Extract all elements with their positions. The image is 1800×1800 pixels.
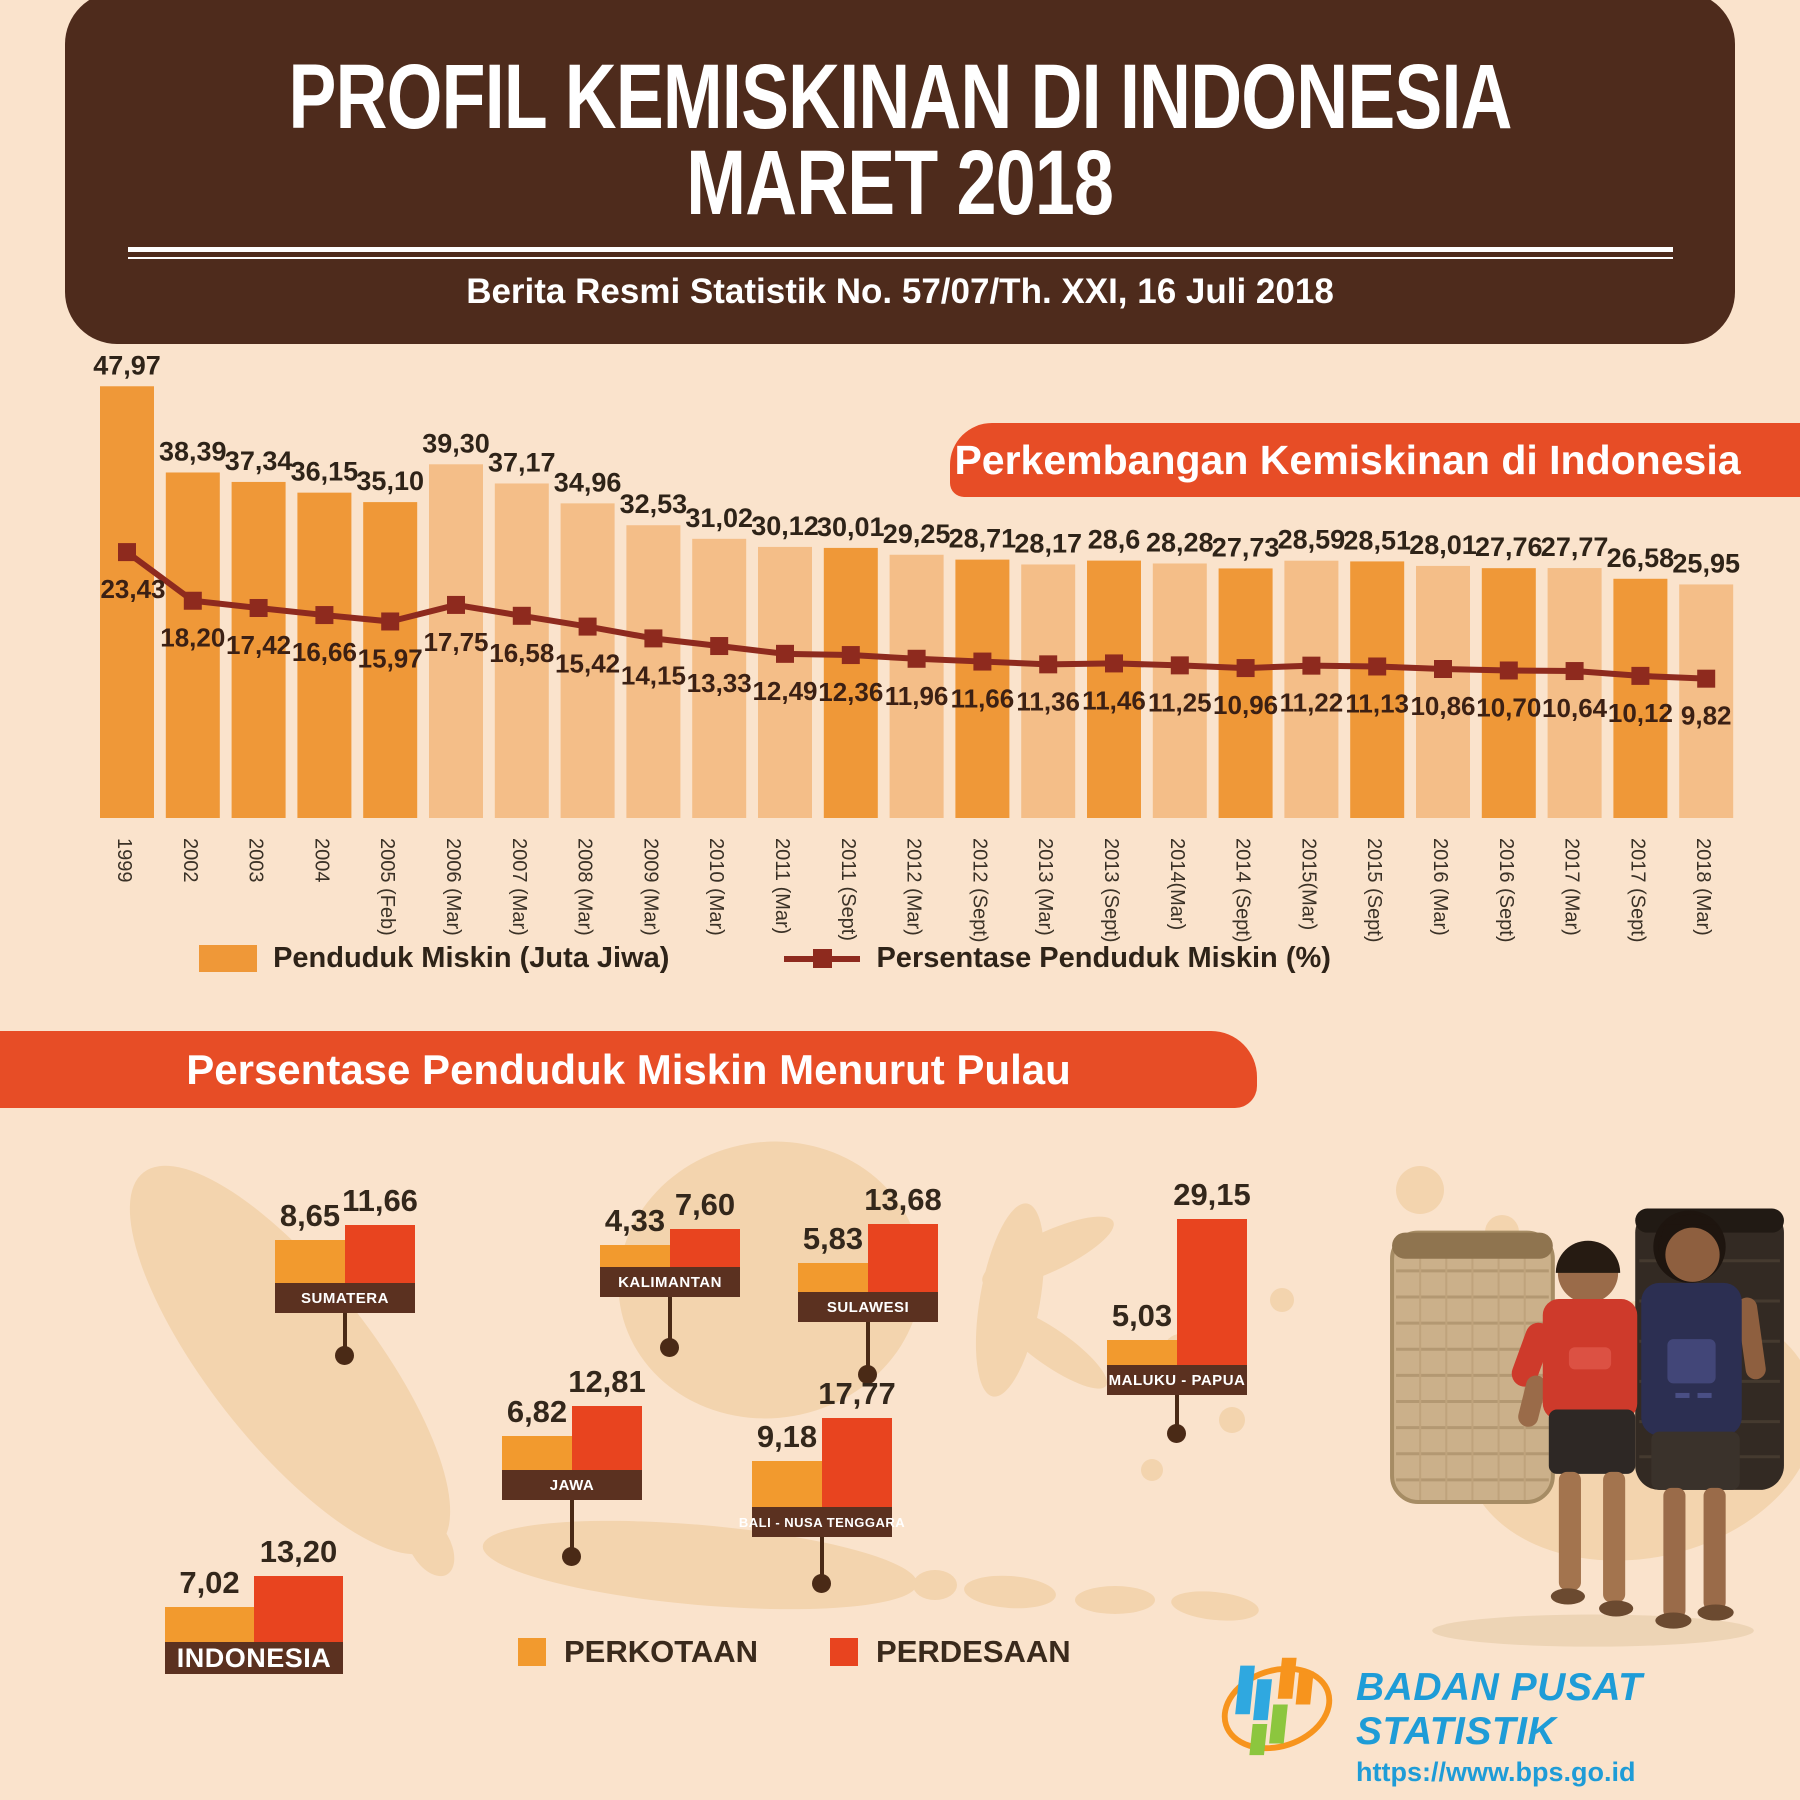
page-title: PROFIL KEMISKINAN DI INDONESIA MARET 201… [65, 46, 1735, 235]
island-pointer-dot [562, 1547, 581, 1566]
island-legend-urban-item: PERKOTAAN [518, 1634, 758, 1670]
island-bar-urban [798, 1262, 868, 1292]
island-pointer-stem [1175, 1395, 1179, 1427]
trend-section-banner: Perkembangan Kemiskinan di Indonesia [950, 423, 1800, 497]
island-bar-urban [600, 1245, 670, 1267]
island-value-urban: 6,82 [506, 1393, 568, 1429]
island-pointer-dot [812, 1574, 831, 1593]
island-bar-urban [165, 1606, 254, 1642]
trend-legend-line-label: Persentase Penduduk Miskin (%) [876, 942, 1331, 974]
children-photo [1390, 1208, 1784, 1647]
island-label: SUMATERA [275, 1283, 415, 1313]
island-label: SULAWESI [798, 1292, 938, 1322]
island-value-rural: 29,15 [1173, 1177, 1251, 1213]
island-bar-rural [254, 1576, 343, 1642]
island-label: JAWA [502, 1470, 642, 1500]
island-pointer-stem [668, 1297, 672, 1341]
island-value-rural: 7,60 [674, 1187, 736, 1222]
island-legend-rural-label: PERDESAAN [876, 1634, 1071, 1669]
trend-legend-line-item: Persentase Penduduk Miskin (%) [784, 942, 1331, 975]
island-pointer-stem [343, 1313, 347, 1349]
bps-logo-icon [1221, 1657, 1333, 1756]
island-value-urban: 9,18 [756, 1419, 818, 1455]
island-label: BALI - NUSA TENGGARA [739, 1507, 905, 1537]
island-legend: PERKOTAAN PERDESAAN [518, 1634, 1071, 1670]
header-box: PROFIL KEMISKINAN DI INDONESIA MARET 201… [65, 0, 1735, 344]
trend-legend: Penduduk Miskin (Juta Jiwa) Persentase P… [0, 942, 1665, 975]
bar-legend-swatch-icon [199, 945, 258, 972]
island-pointer-stem [570, 1500, 574, 1550]
trend-section-title: Perkembangan Kemiskinan di Indonesia [954, 436, 1741, 483]
line-legend-swatch-icon [784, 945, 861, 972]
island-value-urban: 7,02 [179, 1564, 240, 1600]
island-legend-urban-label: PERKOTAAN [564, 1634, 759, 1669]
header-divider [127, 246, 1673, 259]
island-bar-rural [1177, 1219, 1247, 1365]
footer: BADAN PUSAT STATISTIK https://www.bps.go… [1218, 1650, 1800, 1788]
island-value-urban: 5,03 [1111, 1297, 1173, 1333]
bps-text-block: BADAN PUSAT STATISTIK https://www.bps.go… [1356, 1650, 1800, 1788]
header-subtitle: Berita Resmi Statistik No. 57/07/Th. XXI… [466, 271, 1334, 311]
island-pointer-dot [1167, 1424, 1186, 1443]
island-value-rural: 13,20 [259, 1534, 338, 1569]
island-bar-urban [275, 1239, 345, 1283]
page-title-line2: MARET 2018 [686, 132, 1115, 235]
island-legend-rural-item: PERDESAAN [830, 1634, 1071, 1670]
island-bar-urban [752, 1461, 822, 1507]
trend-legend-bar-label: Penduduk Miskin (Juta Jiwa) [273, 942, 670, 974]
island-value-rural: 17,77 [818, 1376, 896, 1412]
island-value-rural: 11,66 [342, 1182, 418, 1218]
trend-legend-bar-item: Penduduk Miskin (Juta Jiwa) [199, 942, 669, 975]
island-value-rural: 12,81 [568, 1363, 646, 1399]
island-bar-urban [502, 1435, 572, 1470]
rural-legend-swatch-icon [830, 1638, 859, 1666]
page-title-line1: PROFIL KEMISKINAN DI INDONESIA [288, 46, 1512, 148]
island-value-rural: 13,68 [864, 1181, 942, 1217]
island-label: INDONESIA [165, 1642, 343, 1674]
island-section-title: Persentase Penduduk Miskin Menurut Pulau [186, 1045, 1071, 1093]
island-value-urban: 5,83 [802, 1220, 864, 1256]
island-pointer-stem [866, 1322, 870, 1368]
island-pointer-stem [820, 1537, 824, 1577]
island-section-banner: Persentase Penduduk Miskin Menurut Pulau [0, 1031, 1257, 1108]
island-bar-rural [822, 1418, 892, 1507]
bps-url[interactable]: https://www.bps.go.id [1356, 1757, 1636, 1787]
island-bar-urban [1107, 1339, 1177, 1365]
island-pointer-dot [660, 1338, 679, 1357]
bps-org-name: BADAN PUSAT STATISTIK [1356, 1666, 1643, 1753]
island-label: KALIMANTAN [600, 1267, 740, 1297]
island-pointer-dot [335, 1346, 354, 1365]
urban-legend-swatch-icon [518, 1638, 546, 1666]
island-label: MALUKU - PAPUA [1107, 1365, 1247, 1395]
